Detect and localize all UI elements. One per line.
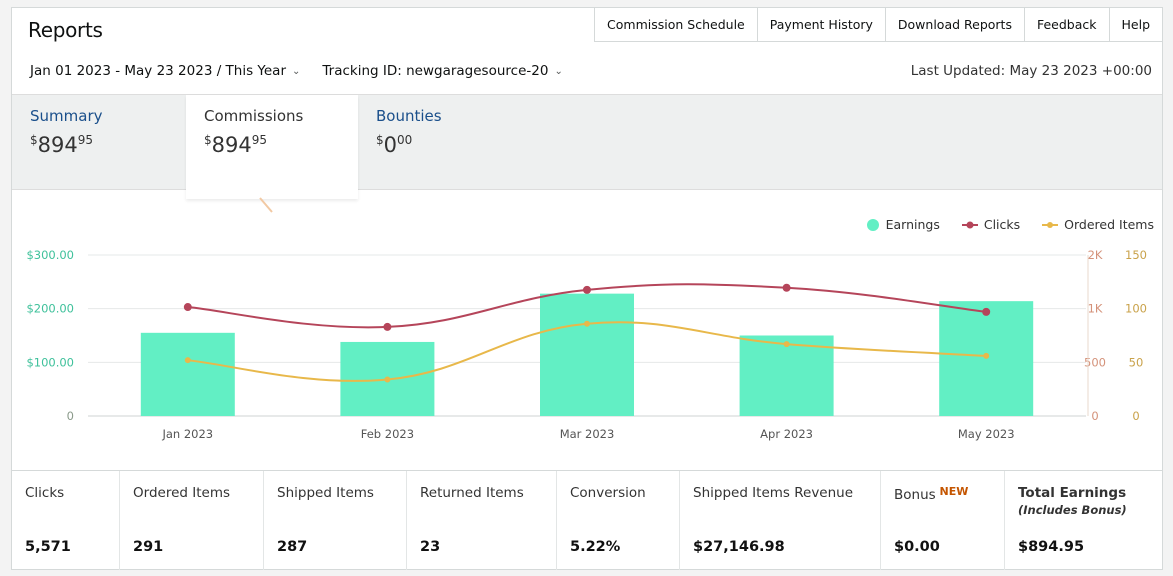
page-title: Reports [28,18,103,42]
stat-total-earnings: Total Earnings (Includes Bonus) $894.95 [1005,471,1162,570]
right-inner-axis-tick: 0 [1091,409,1098,423]
right-outer-axis-tick: 50 [1129,355,1144,369]
tab-summary-label: Summary [30,107,103,125]
stat-conversion: Conversion 5.22% [557,471,680,570]
clicks-point [782,283,791,292]
right-outer-axis-tick: 100 [1125,302,1147,316]
tab-commissions[interactable]: Commissions $89495 [186,95,358,199]
tab-bounties-amount: $000 [376,133,413,157]
stat-label: Returned Items [420,485,524,501]
earnings-bar [140,332,235,416]
stat-shipped-items: Shipped Items 287 [264,471,407,570]
stat-sublabel: (Includes Bonus) [1018,503,1127,517]
x-axis-tick: Mar 2023 [560,427,615,441]
tab-summary-amount: $89495 [30,133,94,157]
nav-payment-history[interactable]: Payment History [757,7,886,42]
x-axis-tick: Jan 2023 [161,427,213,441]
chart-legend: Earnings Clicks Ordered Items [866,217,1154,232]
tab-commissions-label: Commissions [204,107,304,125]
stat-value: $27,146.98 [693,539,785,555]
ordered-items-point [384,376,391,383]
tab-commissions-amount: $89495 [204,133,268,157]
right-inner-axis-tick: 500 [1084,355,1106,369]
tracking-id-label: Tracking ID: newgaragesource-20 [322,63,549,79]
clicks-swatch-icon [961,221,978,228]
earnings-bar [540,293,634,416]
filter-bar: Jan 01 2023 - May 23 2023 / This Year ⌄ … [30,63,563,79]
clicks-point [982,307,991,316]
nav-commission-schedule[interactable]: Commission Schedule [594,7,758,42]
chevron-down-icon: ⌄ [554,65,563,77]
ordered-items-point [783,341,790,348]
stat-value: $0.00 [894,539,940,555]
stat-clicks: Clicks 5,571 [12,471,120,570]
left-axis-tick: $100.00 [26,355,74,369]
last-updated: Last Updated: May 23 2023 +00:00 [910,63,1152,79]
legend-ordered-items-label: Ordered Items [1064,217,1154,232]
right-outer-axis-tick: 0 [1132,409,1139,423]
stat-label: Total Earnings [1018,485,1127,501]
left-axis-tick: $300.00 [26,248,74,262]
stat-value: $894.95 [1018,539,1085,555]
reports-panel: Reports Commission Schedule Payment Hist… [11,7,1163,570]
earnings-swatch-icon [866,218,879,231]
stat-label: Ordered Items [133,485,230,501]
legend-earnings[interactable]: Earnings [866,217,940,232]
ordered-items-point [584,320,590,327]
legend-clicks[interactable]: Clicks [961,217,1021,232]
stat-bonus: Bonus NEW $0.00 [881,471,1005,570]
date-range-dropdown[interactable]: Jan 01 2023 - May 23 2023 / This Year ⌄ [30,63,300,79]
right-outer-axis-tick: 150 [1125,248,1147,262]
tab-bounties-label: Bounties [376,107,442,125]
stat-value: 287 [277,539,308,555]
nav-help[interactable]: Help [1109,7,1163,42]
legend-clicks-label: Clicks [983,217,1021,232]
nav-feedback[interactable]: Feedback [1024,7,1110,42]
clicks-point [183,303,192,312]
stat-shipped-items-revenue: Shipped Items Revenue $27,146.98 [680,471,881,570]
stat-label: Bonus NEW [894,485,969,503]
chart-plot: 0 $100.00 $200.00 $300.00 0 500 1K 2K 0 50 100 150 J… [26,197,1147,441]
right-inner-axis-tick: 1K [1088,302,1103,316]
clicks-point [583,285,591,294]
legend-earnings-label: Earnings [885,217,940,232]
stat-label: Conversion [570,485,646,501]
earnings-chart: Earnings Clicks Ordered Items 0 $100.00 $2… [12,190,1162,466]
ordered-items-swatch-icon [1042,221,1059,228]
stat-label: Shipped Items [277,485,374,501]
stat-value: 23 [420,539,441,555]
date-range-label: Jan 01 2023 - May 23 2023 / This Year [30,63,286,79]
ordered-items-point [983,352,990,359]
tab-summary[interactable]: Summary $89495 [12,95,186,190]
stat-label: Shipped Items Revenue [693,485,854,501]
ordered-items-point [184,357,191,364]
earnings-bar [739,335,834,416]
clicks-point [383,322,392,331]
active-tab-pointer [259,197,273,213]
stat-returned-items: Returned Items 23 [407,471,557,570]
stats-row: Clicks 5,571 Ordered Items 291 Shipped Items… [12,470,1162,570]
tracking-id-dropdown[interactable]: Tracking ID: newgaragesource-20 ⌄ [322,63,562,79]
summary-tabs: Summary $89495 Commissions $89495 Bounti… [12,94,1162,199]
left-axis-tick: $200.00 [26,302,74,316]
stat-value: 5.22% [570,539,621,555]
new-badge: NEW [935,485,969,498]
stat-value: 291 [133,539,164,555]
nav-download-reports[interactable]: Download Reports [885,7,1025,42]
tab-bounties[interactable]: Bounties $000 [358,95,528,190]
stat-label: Clicks [25,485,65,501]
stat-ordered-items: Ordered Items 291 [120,471,264,570]
chevron-down-icon: ⌄ [292,65,301,77]
left-axis-tick: 0 [67,409,74,423]
stat-value: 5,571 [25,539,71,555]
x-axis-tick: May 2023 [958,427,1015,441]
x-axis-tick: Feb 2023 [361,427,414,441]
legend-ordered-items[interactable]: Ordered Items [1042,217,1154,232]
right-inner-axis-tick: 2K [1088,248,1103,262]
x-axis-tick: Apr 2023 [760,427,813,441]
top-nav: Commission Schedule Payment History Down… [594,7,1163,42]
